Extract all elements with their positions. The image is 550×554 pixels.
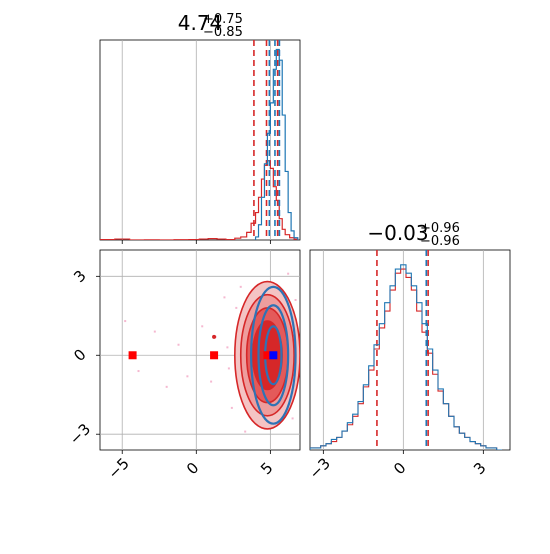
br-xtick-label-0: −3 [306,454,334,482]
bl-xtick-label-2: 5 [257,459,276,478]
bottom-right-histogram-layer [310,250,502,450]
title-top-left: 4.74 [178,11,223,35]
bl-red-marker-1 [210,351,219,360]
bl-blue-contour-1 [257,304,290,407]
bl-scatter-point-9 [226,346,229,349]
panel-bottom-right-frame [309,249,511,451]
bl-ytick-label-2: 3 [70,267,89,286]
bl-scatter-point-3 [165,385,168,388]
title-top-left-median: 4.74 [178,11,223,35]
br-xtick-label-2: 3 [470,459,489,478]
bottom-left-2d-layer [124,272,300,433]
panel-top-left-frame [99,39,301,241]
tl-hist-series-1 [254,48,299,240]
bl-scatter-point-10 [230,406,233,409]
bl-scatter-point-13 [239,285,242,288]
bl-scatter-point-5 [186,375,189,378]
bl-scatter-point-8 [210,380,213,383]
tl-hist-series-0 [100,160,299,240]
bl-scatter-point-4 [177,343,180,346]
title-bottom-right: −0.03 [367,221,428,245]
title-bottom-right-median: −0.03 [367,221,428,245]
title-bottom-right-plus: +0.96 [420,221,460,236]
title-top-left-minus: −0.85 [203,25,243,40]
title-top-left-plus: +0.75 [203,12,243,27]
br-hist-series-1 [310,264,502,450]
bl-scatter-point-6 [201,325,204,328]
bl-scatter-point-0 [124,320,127,323]
bl-blue-contour-0 [250,285,297,425]
bl-scatter-point-18 [287,272,290,275]
bl-scatter-point-17 [244,430,247,433]
bl-red-marker-0 [128,351,137,360]
bl-xtick-label-0: −5 [105,454,133,482]
bl-scatter-point-2 [153,330,156,333]
bl-scatter-point-14 [294,299,297,301]
bl-blue-marker [269,351,278,360]
bl-scatter-point-11 [235,306,238,309]
bl-ytick-label-1: 0 [70,346,89,365]
bl-red-marker-2 [263,351,272,360]
br-hist-series-0 [310,268,502,450]
bl-xtick-label-1: 0 [183,459,202,478]
bl-scatter-point-12 [227,367,230,370]
bl-scatter-point-15 [291,417,294,420]
bl-ytick-label-0: −3 [66,420,94,448]
bl-red-dot [212,334,217,339]
bl-scatter-point-1 [137,370,140,373]
br-xtick-label-1: 0 [390,459,409,478]
title-bottom-right-minus: −0.96 [420,234,460,249]
bl-scatter-point-19 [223,296,226,299]
top-left-histogram-layer [100,40,299,240]
